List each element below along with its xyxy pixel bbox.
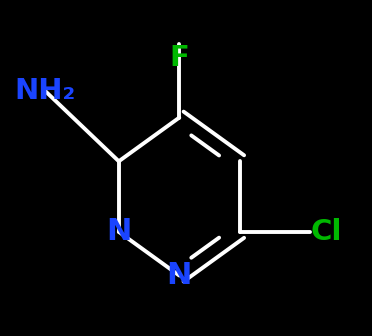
- Text: F: F: [169, 44, 189, 72]
- Text: NH₂: NH₂: [14, 77, 76, 105]
- Text: N: N: [106, 217, 131, 246]
- Text: Cl: Cl: [310, 218, 342, 246]
- Text: N: N: [167, 261, 192, 290]
